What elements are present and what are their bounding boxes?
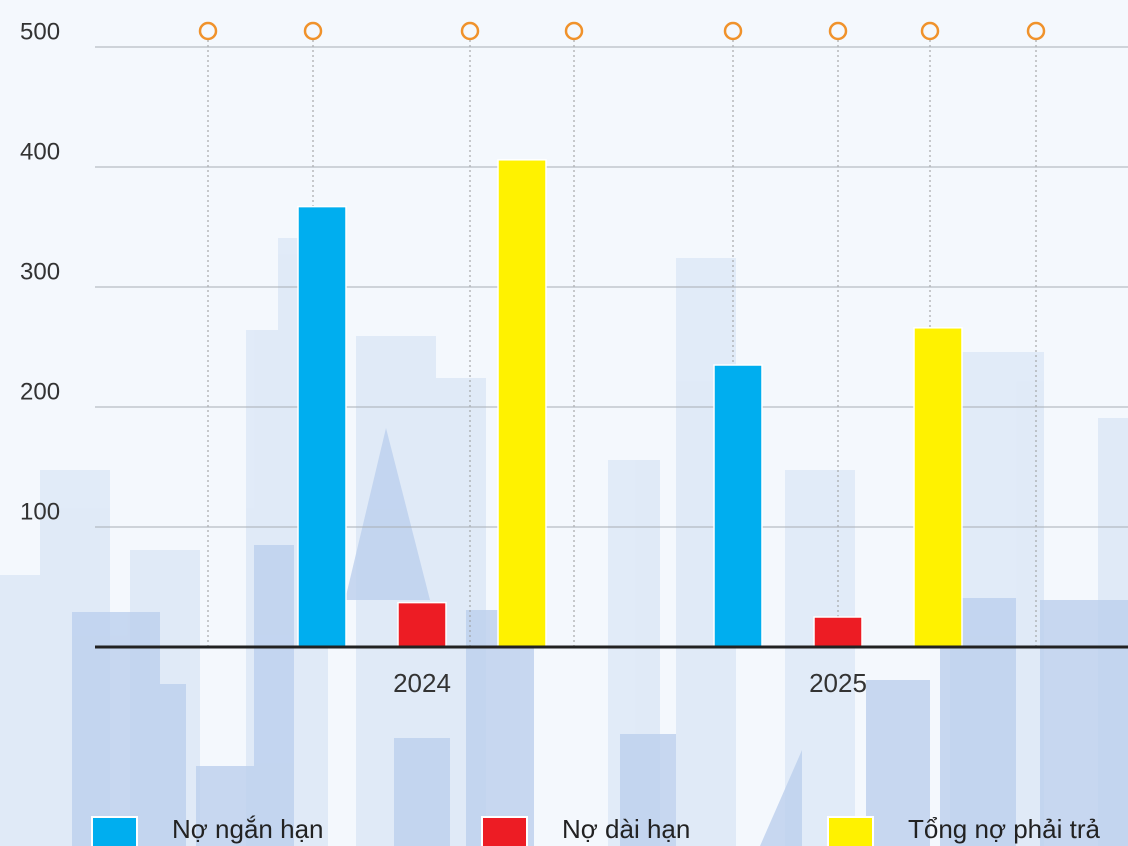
y-tick-label: 400 [20,138,60,165]
legend-swatch [481,816,528,846]
y-tick-label: 200 [20,378,60,405]
bar [297,205,347,648]
legend-label: Tổng nợ phải trả [908,814,1100,844]
x-tick-label: 2025 [809,668,867,698]
bar [397,601,447,648]
y-tick-label: 500 [20,18,60,45]
bar [713,364,763,648]
bar [497,159,547,648]
top-markers [198,21,1046,41]
x-tick-label: 2024 [393,668,451,698]
bar [913,327,963,648]
bar [813,616,863,648]
legend-label: Nợ dài hạn [562,814,690,844]
y-tick-label: 300 [20,258,60,285]
y-tick-label: 100 [20,498,60,525]
legend-label: Nợ ngắn hạn [172,814,324,844]
legend-swatch [91,816,138,846]
legend-swatch [827,816,874,846]
